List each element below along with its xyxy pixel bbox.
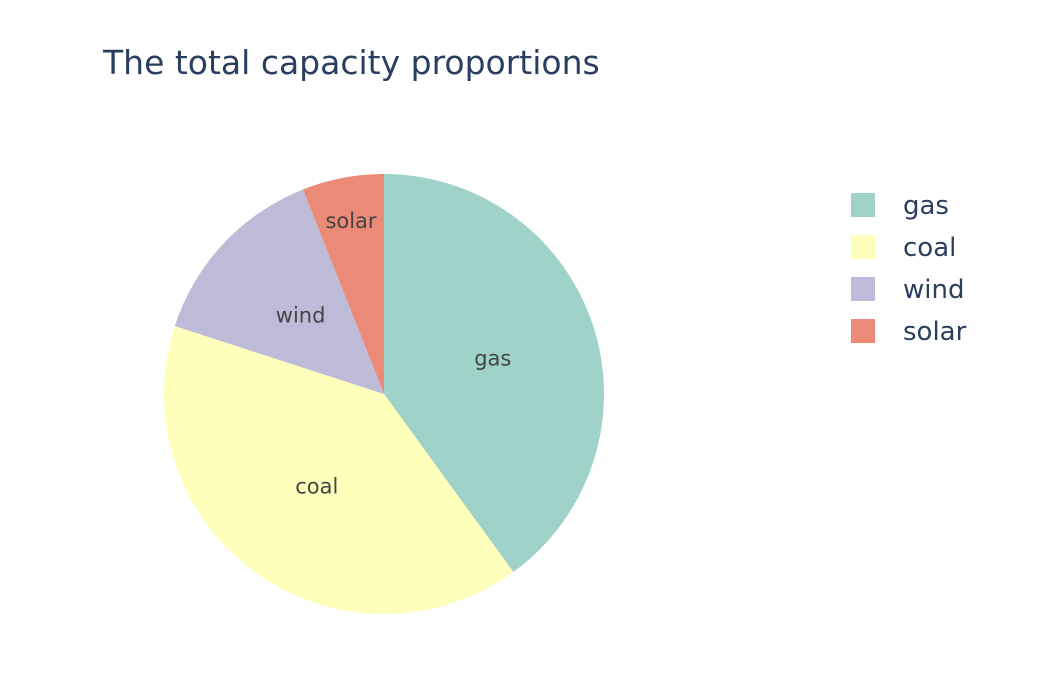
- legend-item-gas[interactable]: gas: [851, 191, 949, 221]
- pie-slice-labels: gas coal wind solar: [276, 209, 512, 498]
- legend-item-coal[interactable]: coal: [851, 233, 956, 263]
- pie-slice-wind[interactable]: [174, 189, 384, 394]
- legend-label-coal: coal: [903, 233, 956, 263]
- pie-slices: [164, 174, 605, 614]
- legend: gas coal wind solar: [851, 191, 967, 347]
- slice-label-gas: gas: [474, 347, 511, 371]
- legend-swatch-gas: [851, 193, 875, 217]
- legend-swatch-coal: [851, 235, 875, 259]
- legend-item-wind[interactable]: wind: [851, 275, 964, 305]
- legend-swatch-wind: [851, 277, 875, 301]
- pie-slice-solar[interactable]: [303, 174, 384, 394]
- slice-label-solar: solar: [325, 209, 376, 233]
- pie-slice-coal[interactable]: [164, 326, 514, 614]
- legend-label-gas: gas: [903, 191, 949, 221]
- chart-title: The total capacity proportions: [102, 43, 600, 82]
- pie-slice-gas[interactable]: [384, 174, 605, 572]
- legend-swatch-solar: [851, 319, 875, 343]
- legend-label-solar: solar: [903, 317, 967, 347]
- legend-item-solar[interactable]: solar: [851, 317, 967, 347]
- slice-label-coal: coal: [295, 475, 338, 499]
- legend-label-wind: wind: [903, 275, 964, 305]
- slice-label-wind: wind: [276, 304, 326, 328]
